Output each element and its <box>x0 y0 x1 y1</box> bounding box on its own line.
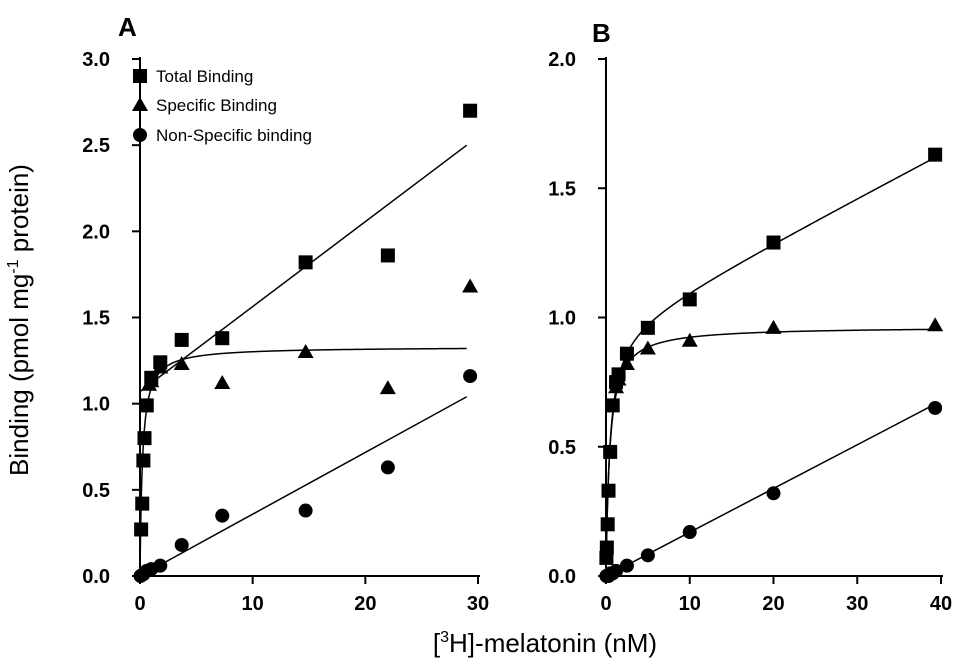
point-non-specific-binding-a <box>298 503 313 518</box>
legend-triangle-marker <box>132 97 148 111</box>
y-tick-label-a: 2.5 <box>82 135 110 157</box>
y-axis-title-sup: -1 <box>5 259 22 273</box>
y-axis-title-main: Binding (pmol mg <box>4 274 34 476</box>
fit-curve-specific-binding-a <box>139 347 467 576</box>
point-non-specific-binding-b <box>682 525 697 540</box>
point-specific-binding-a <box>379 380 396 395</box>
point-non-specific-binding-b <box>928 400 943 415</box>
point-specific-binding-b <box>681 332 698 347</box>
point-total-binding-a <box>463 103 478 118</box>
x-axis-title: [3H]-melatonin (nM) <box>433 628 657 658</box>
point-specific-binding-a <box>297 343 314 358</box>
legend-label-specific: Specific Binding <box>156 96 277 115</box>
fit-curve-specific-binding-b <box>605 328 936 576</box>
point-total-binding-a <box>136 453 151 468</box>
y-tick-label-a: 0.5 <box>82 480 110 502</box>
point-specific-binding-a <box>152 359 169 374</box>
legend-label-nonspecific: Non-Specific binding <box>156 126 312 145</box>
point-non-specific-binding-a <box>463 369 478 384</box>
y-tick-label-a: 2.0 <box>82 221 110 243</box>
x-tick-label-a: 10 <box>242 593 264 615</box>
point-total-binding-b <box>682 292 697 307</box>
point-total-binding-b <box>766 235 781 250</box>
point-specific-binding-b <box>765 319 782 334</box>
x-tick-label-b: 10 <box>679 593 701 615</box>
x-axis-title-sup: 3 <box>440 629 449 646</box>
x-tick-label-b: 20 <box>762 593 784 615</box>
point-non-specific-binding-b <box>619 558 634 573</box>
y-tick-label-b: 1.0 <box>548 308 576 330</box>
point-total-binding-a <box>380 248 395 263</box>
legend-circle-marker <box>133 128 147 142</box>
legend: Total Binding Specific Binding Non-Speci… <box>132 67 312 145</box>
point-non-specific-binding-b <box>609 563 624 578</box>
y-axis-title: Binding (pmol mg-1 protein) <box>4 164 34 476</box>
y-tick-label-a: 3.0 <box>82 49 110 71</box>
x-axis-title-open: [ <box>433 628 441 658</box>
y-axis-title-tail: protein) <box>4 164 34 259</box>
point-specific-binding-b <box>610 371 627 386</box>
point-specific-binding-a <box>143 373 160 388</box>
panel-letter-a: A <box>118 12 137 42</box>
x-tick-label-b: 0 <box>600 593 611 615</box>
point-total-binding-a <box>215 331 230 346</box>
y-tick-label-b: 1.5 <box>548 178 576 200</box>
point-non-specific-binding-b <box>640 548 655 563</box>
point-specific-binding-b <box>618 356 635 371</box>
panel-b-plot: 0.0 0.5 1.0 1.5 2.0 0 10 20 30 40 <box>548 49 952 615</box>
y-tick-label-b: 2.0 <box>548 49 576 71</box>
x-tick-label-b: 40 <box>930 593 952 615</box>
point-total-binding-b <box>928 147 943 162</box>
point-specific-binding-b <box>639 340 656 355</box>
point-non-specific-binding-a <box>153 558 168 573</box>
point-non-specific-binding-a <box>380 460 395 475</box>
panel-a-plot: 0.0 0.5 1.0 1.5 2.0 2.5 3.0 0 10 20 30 <box>82 49 489 615</box>
x-tick-label-a: 30 <box>467 593 489 615</box>
point-specific-binding-a <box>462 278 479 293</box>
point-specific-binding-a <box>214 374 231 389</box>
point-specific-binding-b <box>608 379 625 394</box>
point-specific-binding-a <box>173 356 190 371</box>
x-axis-title-tail: H]-melatonin (nM) <box>449 628 657 658</box>
y-tick-label-b: 0.5 <box>548 437 576 459</box>
y-tick-label-b: 0.0 <box>548 566 576 588</box>
x-tick-label-a: 0 <box>134 593 145 615</box>
point-total-binding-b <box>640 320 655 335</box>
point-non-specific-binding-a <box>174 537 189 552</box>
point-total-binding-a <box>174 332 189 347</box>
point-total-binding-b <box>619 346 634 361</box>
point-total-binding-a <box>137 431 152 446</box>
point-non-specific-binding-a <box>215 508 230 523</box>
legend-label-total: Total Binding <box>156 67 253 86</box>
y-tick-label-a: 1.5 <box>82 308 110 330</box>
y-tick-label-a: 1.0 <box>82 394 110 416</box>
x-tick-label-a: 20 <box>354 593 376 615</box>
x-tick-label-b: 30 <box>846 593 868 615</box>
point-total-binding-a <box>298 255 313 270</box>
panel-letter-b: B <box>592 18 611 48</box>
point-total-binding-a <box>135 496 150 511</box>
point-non-specific-binding-b <box>766 486 781 501</box>
y-tick-label-a: 0.0 <box>82 566 110 588</box>
point-specific-binding-b <box>927 317 944 332</box>
point-total-binding-b <box>605 398 620 413</box>
fit-curve-total-binding-b <box>605 156 936 576</box>
legend-square-marker <box>133 69 147 83</box>
fit-line-non-specific-binding-a <box>139 396 468 577</box>
